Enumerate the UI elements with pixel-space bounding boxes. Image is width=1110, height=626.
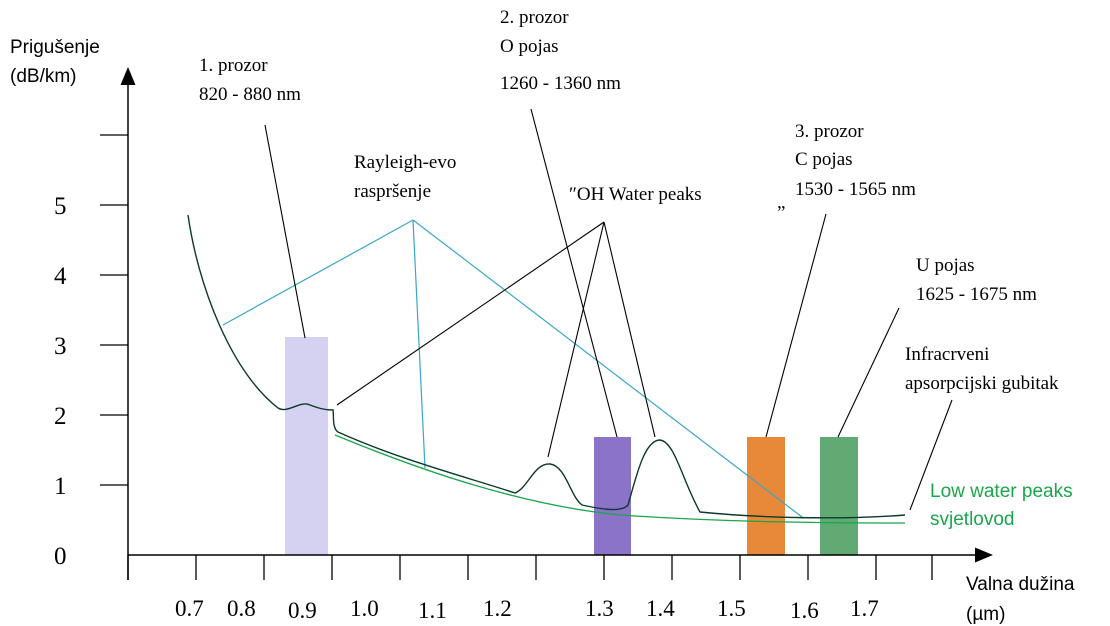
band-c-range: 1530 - 1565 nm (795, 179, 916, 200)
y-tick-1: 1 (54, 473, 67, 500)
c-band-quote-mark: „ (777, 192, 785, 213)
band-u-pojas (820, 437, 858, 555)
x-tick-9: 1.6 (790, 598, 819, 623)
rayleigh-label-line1: Rayleigh-evo (354, 152, 456, 173)
rayleigh-label-line2: raspršenje (354, 181, 431, 202)
low-water-peaks-curve (334, 434, 906, 524)
band-o-label: 2. prozor (500, 7, 569, 28)
x-tick-3: 1.0 (350, 596, 379, 621)
x-tick-8: 1.5 (717, 596, 746, 621)
band-o-sublabel: O pojas (500, 36, 559, 57)
x-axis-title-line1: Valna dužina (966, 574, 1075, 595)
oh-water-peaks-label: ″OH Water peaks (569, 184, 702, 205)
leader-lines (264, 108, 953, 511)
infrared-label-line1: Infracrveni (905, 344, 989, 365)
x-tick-6: 1.3 (585, 596, 614, 621)
x-tick-2: 0.9 (288, 598, 317, 623)
x-tick-0: 0.7 (175, 596, 204, 621)
band-1-prozor (285, 337, 328, 555)
y-axis-title-line1: Prigušenje (10, 37, 100, 58)
y-tick-marks (100, 134, 128, 486)
x-tick-7: 1.4 (646, 596, 675, 621)
band-u-label: U pojas (916, 255, 975, 276)
band-c-pojas (747, 437, 785, 555)
band-o-range: 1260 - 1360 nm (500, 73, 621, 94)
band-c-label: 3. prozor (795, 121, 864, 142)
low-water-label-line2: svjetlovod (930, 509, 1015, 530)
x-tick-1: 0.8 (227, 596, 256, 621)
y-axis-title-line2: (dB/km) (10, 66, 77, 87)
low-water-label-line1: Low water peaks (930, 481, 1073, 502)
attenuation-curve (187, 214, 906, 519)
band-u-range: 1625 - 1675 nm (916, 284, 1037, 305)
band-o-pojas (594, 437, 631, 555)
y-tick-4: 4 (54, 263, 67, 290)
x-tick-marks (127, 555, 933, 580)
y-tick-5: 5 (54, 193, 67, 220)
x-tick-4: 1.1 (418, 598, 447, 623)
band-1-label: 1. prozor (199, 55, 268, 76)
x-axis-title-line2: (µm) (966, 604, 1005, 625)
x-tick-10: 1.7 (850, 596, 879, 621)
rayleigh-lines (222, 219, 803, 518)
x-tick-5: 1.2 (483, 596, 512, 621)
infrared-label-line2: apsorpcijski gubitak (905, 373, 1059, 394)
y-tick-2: 2 (54, 403, 67, 430)
band-c-sublabel: C pojas (795, 149, 853, 170)
band-1-range: 820 - 880 nm (199, 84, 301, 105)
y-tick-3: 3 (54, 333, 67, 360)
y-tick-0: 0 (54, 543, 67, 570)
